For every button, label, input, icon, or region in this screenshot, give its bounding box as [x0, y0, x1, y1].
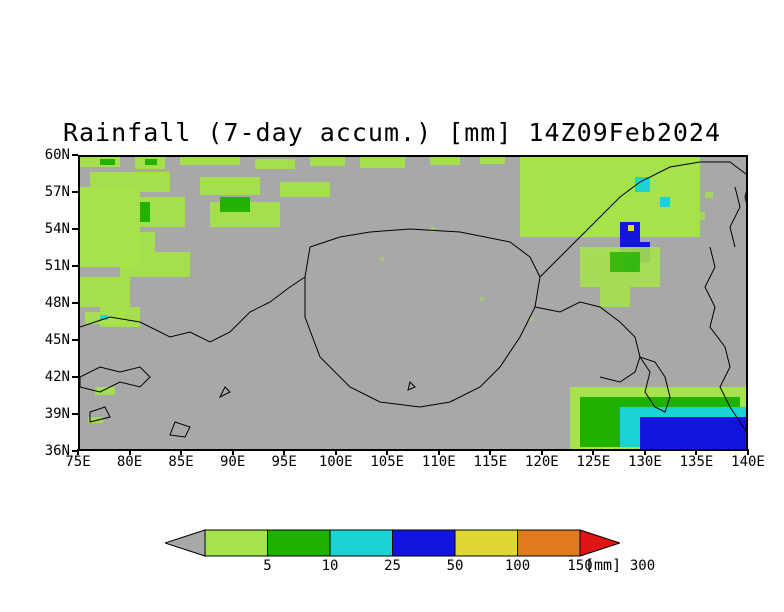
colorbar-legend: [mm] 5 10 25 50 100 150 300 [165, 524, 620, 564]
x-axis-label-125E: 125E [577, 454, 611, 470]
y-axis-tick-45N [72, 339, 78, 341]
colorbar-segment-2 [330, 530, 393, 556]
colorbar-segment-1 [268, 530, 331, 556]
y-axis-label-39N: 39N [20, 406, 70, 422]
x-axis-label-140E: 140E [731, 454, 765, 470]
x-axis-tick-120E [541, 449, 543, 455]
x-axis-label-135E: 135E [680, 454, 714, 470]
x-axis-label-95E: 95E [271, 454, 296, 470]
y-axis-label-42N: 42N [20, 369, 70, 385]
x-axis-tick-135E [695, 449, 697, 455]
y-axis-tick-42N [72, 376, 78, 378]
x-axis-tick-100E [335, 449, 337, 455]
x-axis-tick-115E [489, 449, 491, 455]
y-axis-label-57N: 57N [20, 184, 70, 200]
x-axis-label-80E: 80E [117, 454, 142, 470]
y-axis-label-51N: 51N [20, 258, 70, 274]
legend-threshold-100: 100 [505, 558, 530, 574]
rainfall-map [78, 155, 748, 451]
legend-threshold-50: 50 [447, 558, 464, 574]
x-axis-label-75E: 75E [65, 454, 90, 470]
y-axis-tick-51N [72, 265, 78, 267]
y-axis-tick-39N [72, 413, 78, 415]
page-title: Rainfall (7-day accum.) [mm] 14Z09Feb202… [0, 118, 784, 147]
x-axis-label-115E: 115E [473, 454, 507, 470]
x-axis-tick-130E [644, 449, 646, 455]
x-axis-tick-140E [747, 449, 749, 455]
colorbar-segment-5 [518, 530, 581, 556]
y-axis-tick-60N [72, 154, 78, 156]
y-axis-tick-54N [72, 228, 78, 230]
y-axis-tick-48N [72, 302, 78, 304]
x-axis-label-90E: 90E [220, 454, 245, 470]
y-axis-label-54N: 54N [20, 221, 70, 237]
colorbar-segment-3 [393, 530, 456, 556]
colorbar-segment-4 [455, 530, 518, 556]
x-axis-tick-125E [592, 449, 594, 455]
x-axis-label-130E: 130E [628, 454, 662, 470]
x-axis-tick-90E [232, 449, 234, 455]
x-axis-tick-85E [180, 449, 182, 455]
legend-threshold-5: 5 [263, 558, 271, 574]
x-axis-label-120E: 120E [525, 454, 559, 470]
colorbar-arrow-low [165, 530, 205, 556]
colorbar-segment-0 [205, 530, 268, 556]
legend-threshold-10: 10 [322, 558, 339, 574]
y-axis-label-60N: 60N [20, 147, 70, 163]
x-axis-label-110E: 110E [422, 454, 456, 470]
y-axis-label-48N: 48N [20, 295, 70, 311]
y-axis-tick-57N [72, 191, 78, 193]
x-axis-tick-110E [438, 449, 440, 455]
legend-threshold-150: 150 [567, 558, 592, 574]
x-axis-label-105E: 105E [370, 454, 404, 470]
x-axis-tick-95E [283, 449, 285, 455]
x-axis-tick-75E [77, 449, 79, 455]
legend-threshold-300: 300 [630, 558, 655, 574]
y-axis-label-45N: 45N [20, 332, 70, 348]
colorbar-arrow-high [580, 530, 620, 556]
x-axis-label-100E: 100E [319, 454, 353, 470]
legend-threshold-25: 25 [384, 558, 401, 574]
x-axis-label-85E: 85E [168, 454, 193, 470]
y-axis-label-36N: 36N [20, 443, 70, 459]
x-axis-tick-80E [129, 449, 131, 455]
y-axis-ticks [80, 157, 746, 449]
x-axis-tick-105E [386, 449, 388, 455]
